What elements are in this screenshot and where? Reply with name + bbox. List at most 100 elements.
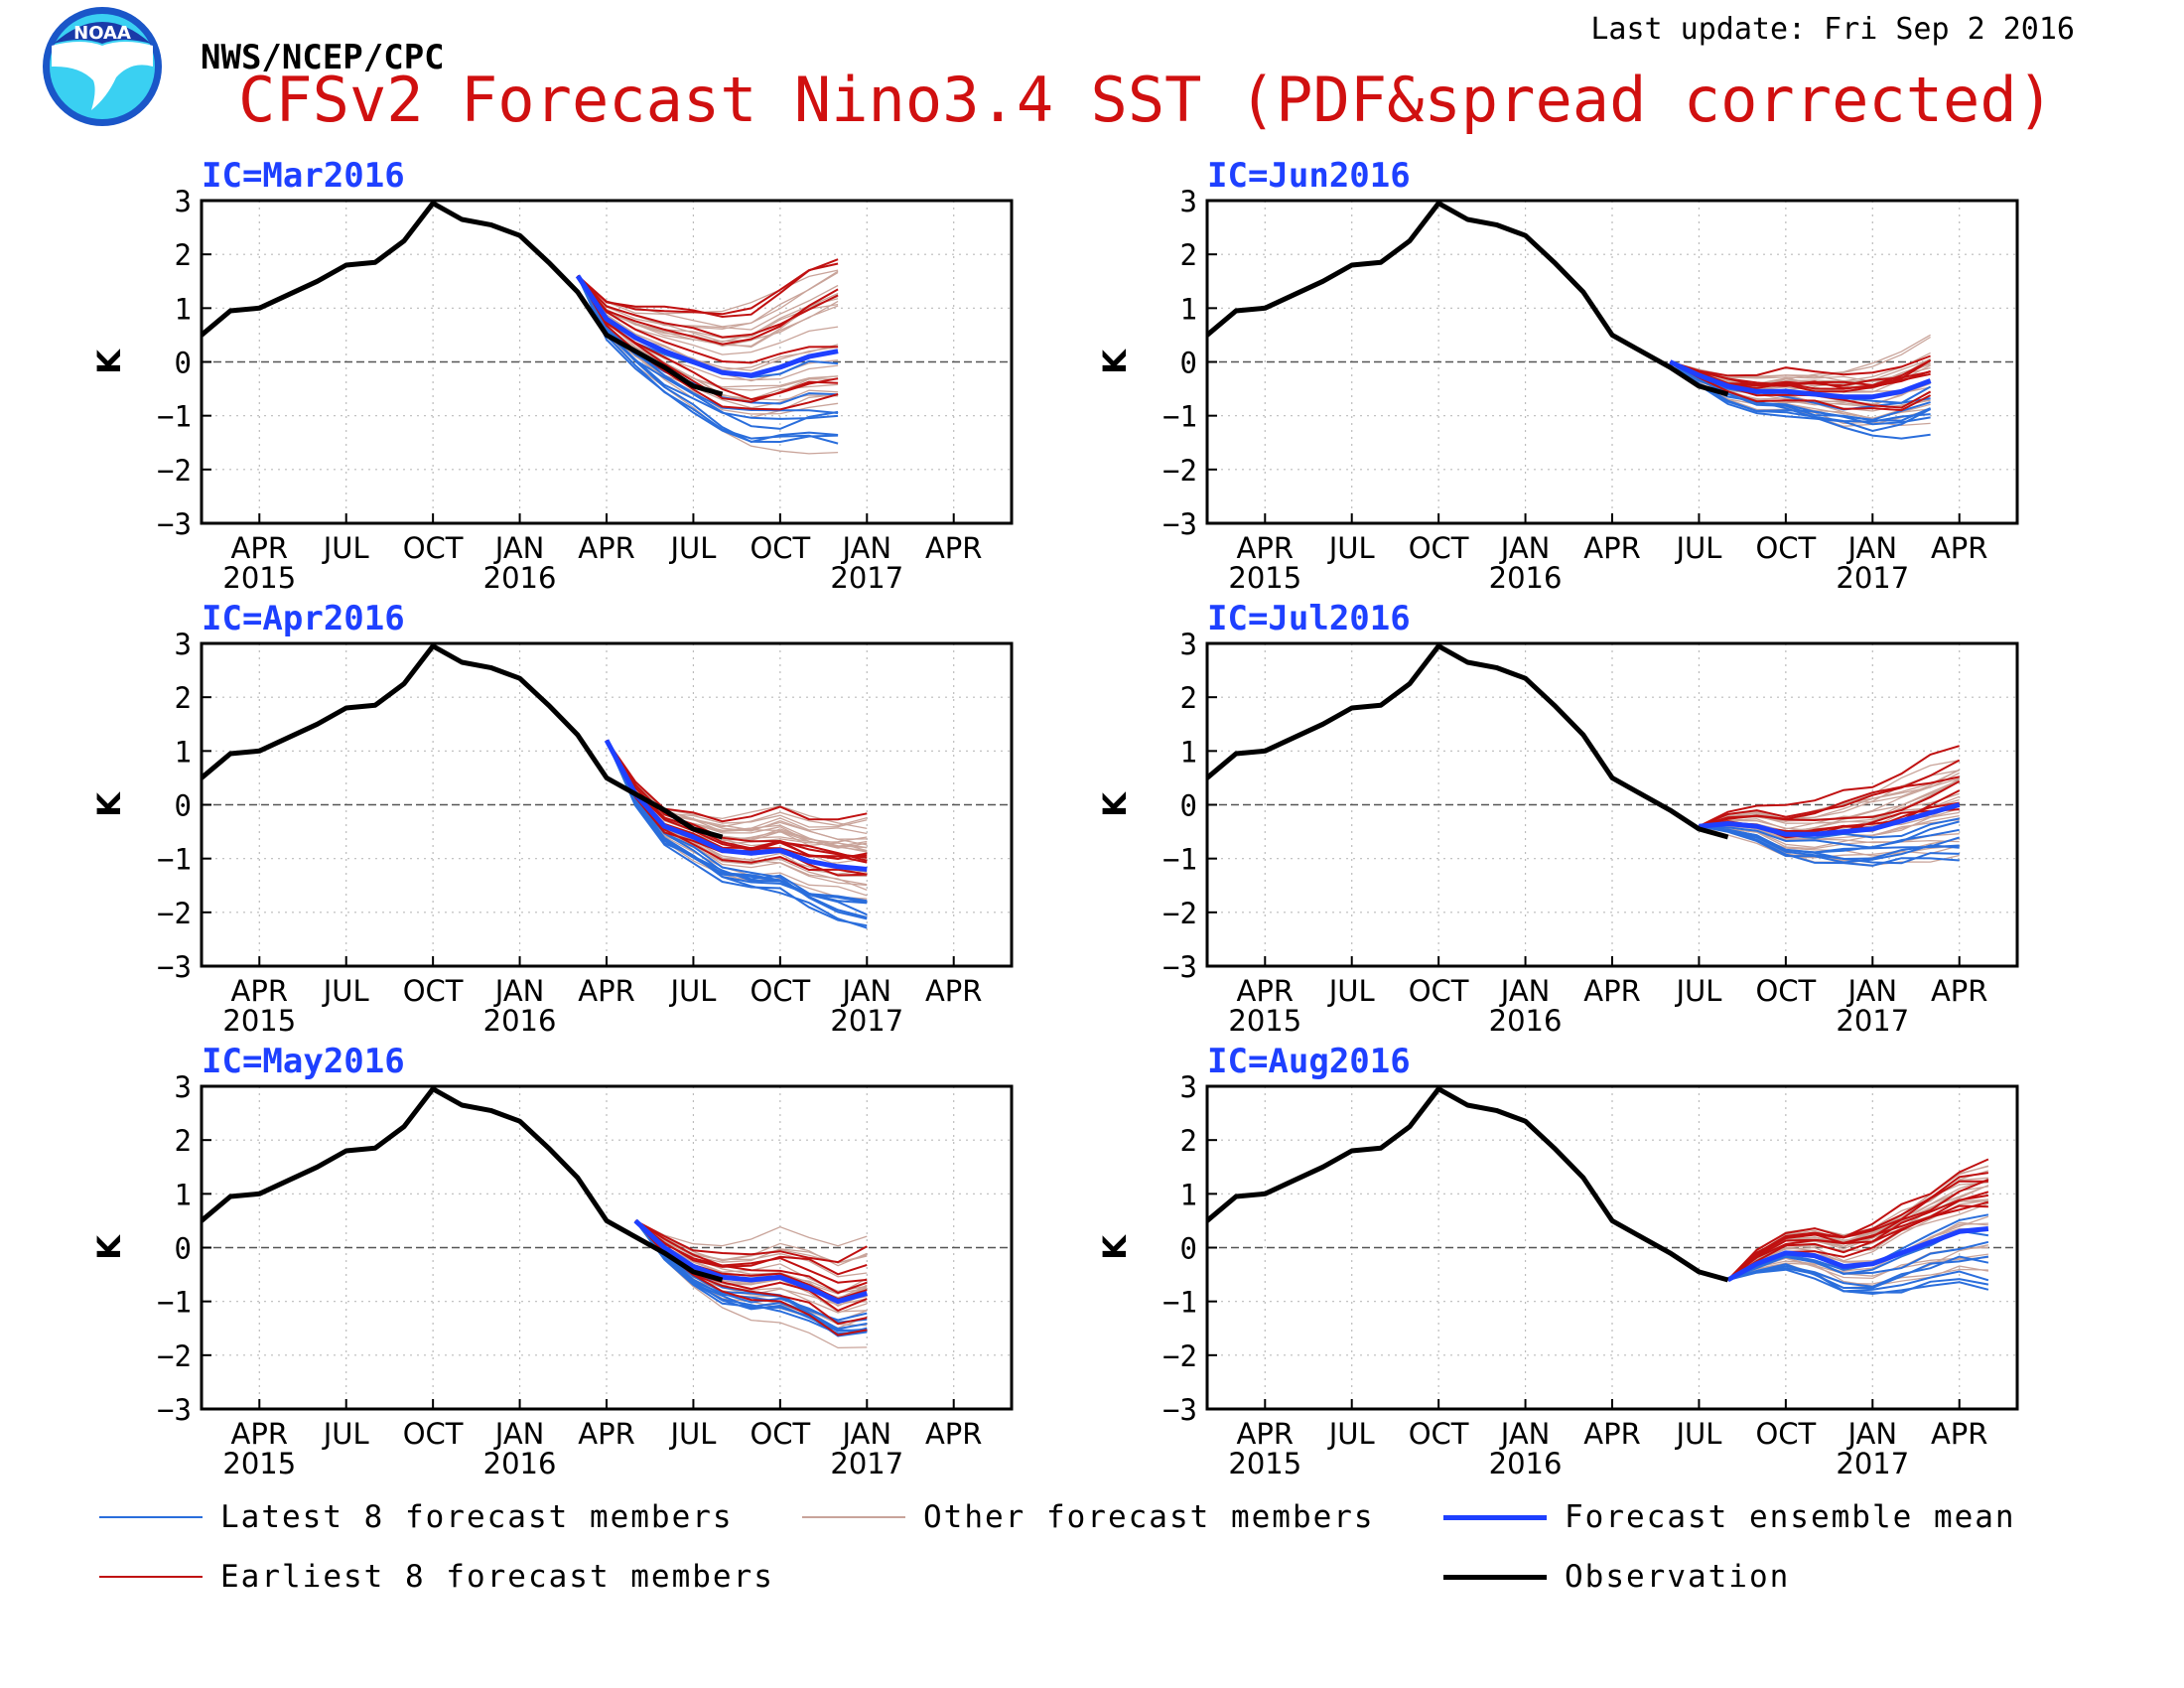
y-tick-label: 2: [1180, 238, 1197, 272]
legend-earliest-swatch: [99, 1576, 203, 1578]
earliest-member-line: [634, 1219, 868, 1264]
x-tick-label: JUL: [1327, 974, 1375, 1008]
observation-line: [200, 1086, 724, 1283]
y-tick-label: 2: [1180, 681, 1197, 715]
y-tick-label: 2: [1180, 1124, 1197, 1158]
x-tick-label: OCT: [750, 1417, 810, 1451]
x-year-label: 2017: [1836, 1004, 1909, 1038]
x-tick-label: JUL: [1674, 1417, 1721, 1451]
y-tick-label: 0: [175, 347, 192, 380]
x-tick-label: OCT: [1409, 1417, 1469, 1451]
x-tick-label: JAN: [1845, 531, 1897, 565]
y-tick-label: −3: [1162, 1393, 1197, 1427]
x-tick-label: JAN: [840, 974, 891, 1008]
x-year-label: 2015: [1228, 1004, 1301, 1038]
x-year-label: 2016: [483, 1004, 557, 1038]
x-tick-label: JUL: [1674, 531, 1721, 565]
x-tick-label: APR: [1931, 974, 1987, 1008]
chart-panel: IC=Jun2016 3 2 1 0 −1 −2 −3 K APR JUL OCT JAN APR JUL O…: [1096, 156, 2019, 595]
x-tick-label: JUL: [1327, 1417, 1375, 1451]
x-year-label: 2016: [1489, 1447, 1563, 1480]
chart-panel: IC=Aug2016 3 2 1 0 −1 −2 −3 K APR JUL OCT JAN APR JUL O…: [1096, 1042, 2019, 1480]
earliest-member-line: [1726, 1172, 1989, 1281]
legend-other-swatch: [802, 1516, 905, 1518]
y-tick-label: −1: [157, 843, 192, 877]
x-tick-label: APR: [578, 974, 634, 1008]
y-tick-label: −1: [1162, 843, 1197, 877]
latest-member-line: [1669, 360, 1932, 433]
y-tick-label: 3: [1180, 628, 1197, 661]
legend-mean-label: Forecast ensemble mean: [1565, 1499, 2016, 1535]
chart-panel: IC=Apr2016 3 2 1 0 −1 −2 −3 K APR JUL OCT JAN APR JUL O…: [90, 599, 1014, 1038]
latest-member-line: [606, 740, 868, 904]
legend-other-label: Other forecast members: [923, 1499, 1375, 1535]
x-tick-label: APR: [578, 531, 634, 565]
x-tick-label: APR: [925, 974, 982, 1008]
y-tick-label: 3: [1180, 1070, 1197, 1104]
x-tick-label: OCT: [1409, 531, 1469, 565]
observation-line: [200, 643, 724, 840]
y-tick-label: 3: [1180, 185, 1197, 218]
y-tick-label: 0: [175, 789, 192, 823]
y-tick-label: 3: [175, 628, 192, 661]
x-year-label: 2015: [222, 1004, 296, 1038]
plot-frame: [1205, 641, 2019, 968]
x-year-label: 2015: [1228, 1447, 1301, 1480]
x-tick-label: JAN: [1499, 1417, 1551, 1451]
y-tick-label: 3: [175, 185, 192, 218]
x-tick-label: JAN: [1499, 974, 1551, 1008]
y-tick-label: 2: [175, 1124, 192, 1158]
legend-observation-label: Observation: [1565, 1559, 1791, 1595]
x-tick-label: JUL: [668, 974, 716, 1008]
earliest-member-line: [1669, 360, 1932, 412]
earliest-member-line: [1698, 745, 1960, 828]
y-tick-label: 1: [1180, 292, 1197, 326]
x-tick-label: JAN: [1499, 531, 1551, 565]
y-tick-label: 0: [1180, 1232, 1197, 1266]
chart-panel: IC=Mar2016 3 2 1 0 −1 −2 −3 K APR JUL OCT JAN APR JUL O…: [90, 156, 1014, 595]
legend-latest-label: Latest 8 forecast members: [220, 1499, 734, 1535]
latest-member-line: [576, 275, 839, 444]
legend-earliest: Earliest 8 forecast members: [99, 1557, 774, 1597]
noaa-logo-text: NOAA: [73, 23, 131, 44]
x-tick-label: OCT: [750, 531, 810, 565]
legend-observation-swatch: [1443, 1574, 1547, 1580]
y-tick-label: 1: [175, 292, 192, 326]
y-tick-label: −1: [157, 400, 192, 434]
ensemble-mean-line: [604, 739, 868, 872]
panel-title: IC=Aug2016: [1207, 1042, 1411, 1081]
x-tick-label: APR: [231, 531, 288, 565]
x-year-label: 2016: [483, 561, 557, 595]
x-year-label: 2016: [1489, 561, 1563, 595]
observation-line: [1205, 643, 1729, 840]
x-tick-label: APR: [1237, 531, 1294, 565]
y-tick-label: 1: [1180, 1178, 1197, 1211]
x-tick-label: JUL: [668, 1417, 716, 1451]
earliest-member-line: [634, 1219, 868, 1284]
latest-member-line: [606, 740, 868, 916]
legend-earliest-label: Earliest 8 forecast members: [220, 1559, 774, 1595]
plot-frame: [200, 199, 1014, 525]
y-tick-label: 1: [175, 1178, 192, 1211]
x-tick-label: JUL: [1674, 974, 1721, 1008]
x-tick-label: APR: [231, 974, 288, 1008]
earliest-member-line: [577, 275, 839, 364]
noaa-logo: NOAA: [43, 7, 162, 126]
x-tick-label: APR: [1237, 1417, 1294, 1451]
x-tick-label: OCT: [403, 974, 464, 1008]
y-axis-label: K: [1096, 791, 1134, 817]
plot-frame: [200, 641, 1014, 968]
earliest-member-line: [577, 258, 839, 319]
x-year-label: 2017: [830, 561, 903, 595]
x-tick-label: APR: [1583, 531, 1640, 565]
earliest-member-line: [1699, 780, 1961, 828]
y-tick-label: −1: [1162, 400, 1197, 434]
last-update-label: Last update: Fri Sep 2 2016: [1590, 12, 2075, 47]
panel-title: IC=Mar2016: [202, 156, 405, 196]
y-tick-label: −2: [157, 1339, 192, 1373]
x-tick-label: JAN: [493, 1417, 545, 1451]
legend-other: Other forecast members: [802, 1497, 1375, 1537]
x-year-label: 2017: [830, 1447, 903, 1480]
y-tick-label: −2: [1162, 454, 1197, 488]
